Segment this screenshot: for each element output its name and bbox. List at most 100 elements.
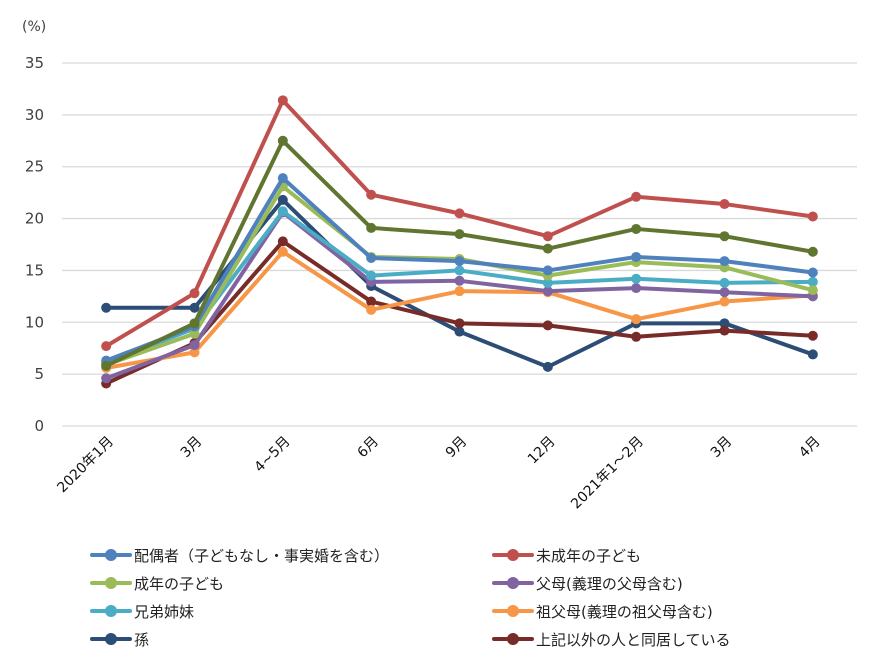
data-point [807,246,818,257]
x-tick-label: 3月 [708,434,736,462]
data-point [101,373,112,384]
data-point [454,286,465,297]
y-tick-label: 25 [25,158,44,176]
data-point [719,277,730,288]
x-tick-label: 2021年1～2月 [568,434,647,513]
legend-marker-icon [90,632,132,646]
data-point [189,347,200,358]
legend-item: 配偶者（子どもなし・事実婚を含む） [90,543,492,567]
x-tick-label: 6月 [354,434,382,462]
y-tick-label: 30 [25,106,44,124]
data-point [807,330,818,341]
data-point [719,256,730,267]
y-tick-label: 20 [25,210,44,228]
data-point [719,296,730,307]
data-point [631,251,642,262]
legend-item: 孫 [90,627,492,651]
legend-label: 父母(義理の父母含む) [536,574,683,593]
legend-marker-icon [492,604,534,618]
gridlines [62,62,857,427]
legend-label: 祖父母(義理の祖父母含む) [536,602,713,621]
data-point [277,95,288,106]
legend-label: 未成年の子ども [536,546,642,565]
legend-label: 兄弟姉妹 [134,602,195,621]
data-point [454,229,465,240]
data-point [807,285,818,296]
y-tick-label: 35 [25,54,44,72]
data-point [807,276,818,287]
legend-label: 上記以外の人と同居している [536,630,731,649]
y-tick-label: 10 [25,313,44,331]
y-unit-label: (%) [22,19,46,35]
x-tick-label: 2020年1月 [54,434,117,497]
data-point [454,265,465,276]
data-point [277,173,288,184]
series-lines [101,95,818,389]
data-point [189,302,200,313]
x-tick-label: 12月 [525,434,559,468]
series-8 [101,236,818,389]
data-point [542,277,553,288]
data-point [101,302,112,313]
data-point [454,256,465,267]
y-tick-label: 0 [34,417,44,435]
data-point [454,318,465,329]
legend: 配偶者（子どもなし・事実婚を含む） 未成年の子ども成年の子ども 父母(義理の父母含む… [90,543,870,651]
data-point [189,318,200,329]
legend-marker-icon [90,576,132,590]
data-point [277,236,288,247]
data-point [277,135,288,146]
data-point [631,223,642,234]
data-point [366,252,377,263]
legend-marker-icon [492,576,534,590]
data-point [366,304,377,315]
data-point [542,320,553,331]
series-7 [101,194,818,372]
data-point [807,267,818,278]
legend-item: 父母(義理の父母含む) [492,571,862,595]
data-point [101,360,112,371]
data-point [631,283,642,294]
data-point [366,189,377,200]
data-point [631,314,642,325]
data-point [454,275,465,286]
data-point [542,243,553,254]
legend-label: 配偶者（子どもなし・事実婚を含む） [134,546,390,565]
data-point [631,331,642,342]
legend-label: 成年の子ども [134,574,225,593]
data-point [719,199,730,210]
data-point [719,231,730,242]
legend-marker-icon [492,548,534,562]
data-point [189,328,200,339]
data-point [277,206,288,217]
data-point [366,296,377,307]
data-point [542,231,553,242]
data-point [542,361,553,372]
y-axis-ticks: 0 5 10 15 20 25 30 35 [25,54,44,435]
data-point [454,208,465,219]
legend-marker-icon [90,548,132,562]
x-tick-label: 9月 [443,434,471,462]
x-tick-label: 4~5月 [252,434,294,476]
series-9 [101,135,818,371]
data-point [366,270,377,281]
data-point [277,246,288,257]
legend-item: 成年の子ども [90,571,492,595]
series-2 [101,95,818,352]
data-point [454,326,465,337]
legend-marker-icon [90,604,132,618]
x-axis-ticks: 2020年1月 3月 4~5月 6月 9月 12月 2021年1～2月 3月 4月 [54,434,823,513]
legend-label: 孫 [134,630,150,649]
x-tick-label: 3月 [178,434,206,462]
data-point [719,287,730,298]
data-point [807,211,818,222]
series-1 [101,173,818,366]
legend-item: 祖父母(義理の祖父母含む) [492,599,862,623]
data-point [189,288,200,299]
legend-item: 未成年の子ども [492,543,862,567]
data-point [277,194,288,205]
y-tick-label: 5 [34,365,44,383]
data-point [542,265,553,276]
data-point [542,286,553,297]
